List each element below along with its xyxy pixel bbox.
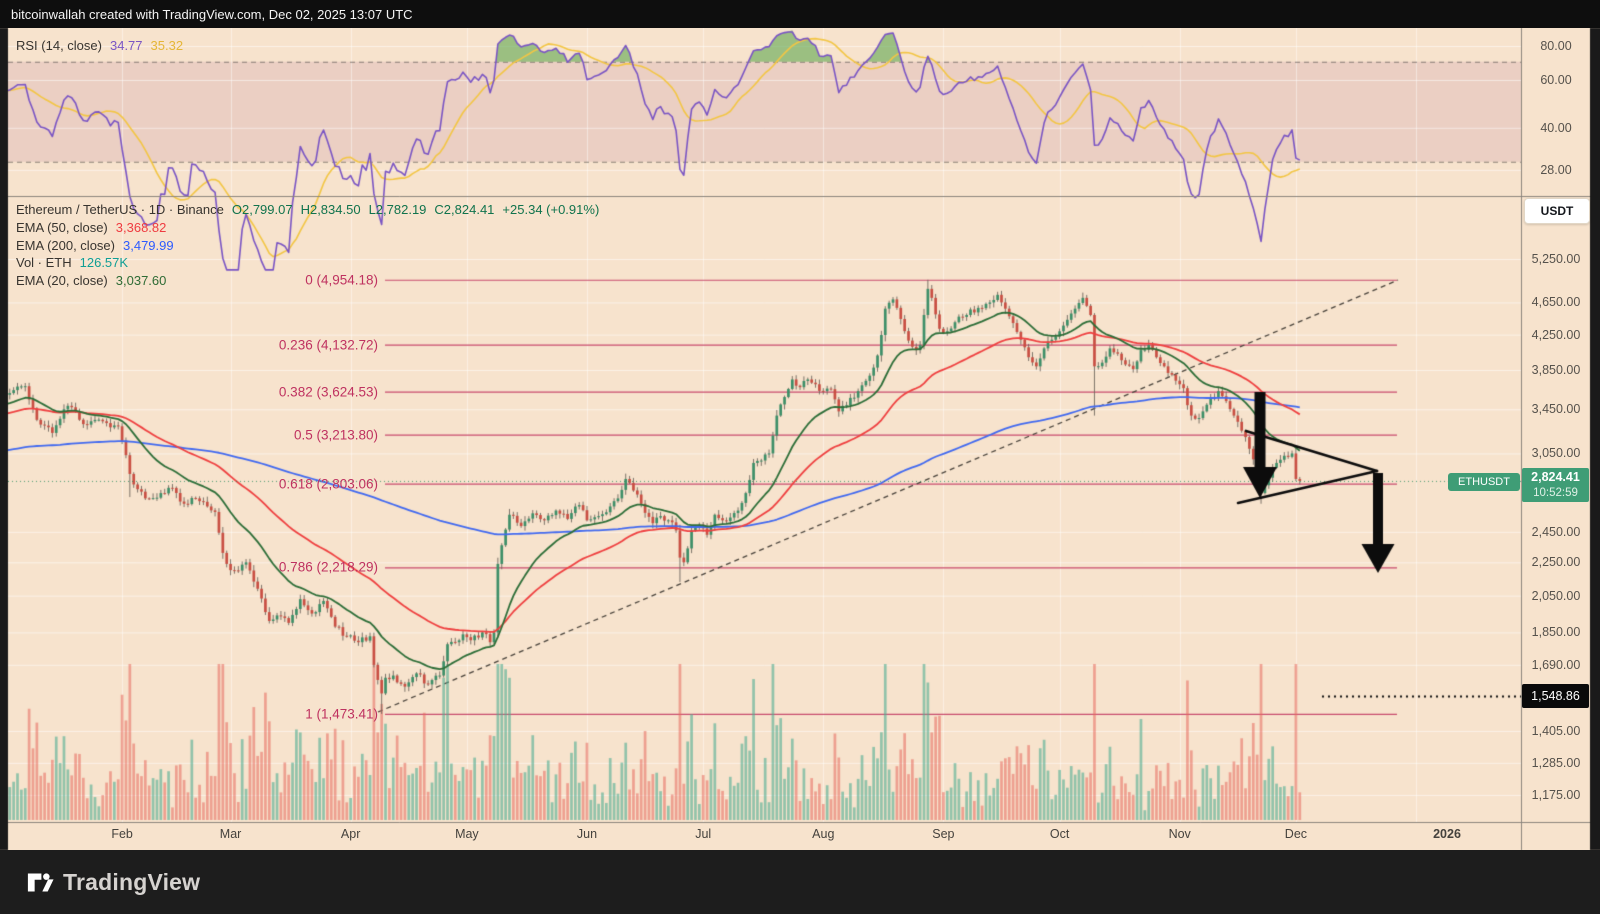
fib-level-label: 0 (4,954.18) (305, 272, 378, 288)
price-axis-tick: 1,175.00 (1531, 787, 1581, 802)
symbol-title: Ethereum / TetherUS · 1D · Binance (16, 202, 224, 217)
price-axis-tick: 1,850.00 (1531, 625, 1581, 640)
price-axis-tick: 2,250.00 (1531, 555, 1581, 570)
time-axis-label: Nov (1168, 827, 1191, 841)
time-axis-label: May (455, 827, 479, 841)
time-axis-label: Dec (1284, 827, 1308, 841)
ema20-legend[interactable]: EMA (20, close) 3,037.60 (16, 273, 166, 288)
last-price-value: 2,824.41 (1531, 470, 1580, 484)
price-axis-tick: 4,650.00 (1531, 295, 1581, 310)
ema20-value: 3,037.60 (115, 273, 167, 288)
target-price-value: 1,548.86 (1531, 689, 1580, 703)
rsi-legend[interactable]: RSI (14, close) 34.77 35.32 (16, 38, 183, 53)
price-axis-tick: 3,450.00 (1531, 402, 1581, 417)
time-axis-label: Feb (111, 827, 133, 841)
price-axis[interactable] (1521, 28, 1590, 822)
attribution-bar: bitcoinwallah created with TradingView.c… (0, 0, 1600, 28)
price-axis-tick: 1,405.00 (1531, 723, 1581, 738)
ema200-legend[interactable]: EMA (200, close) 3,479.99 (16, 238, 174, 253)
tradingview-brand-text[interactable]: TradingView (63, 868, 201, 895)
time-axis-label: Mar (219, 827, 242, 841)
time-axis-label: Jun (576, 827, 598, 841)
fib-level-label: 0.236 (4,132.72) (278, 337, 378, 353)
currency-toggle-label: USDT (1540, 204, 1574, 218)
ohlc-close: C2,824.41 (434, 202, 495, 217)
ohlc-high: H2,834.50 (300, 202, 361, 217)
rsi-legend-label: RSI (14, close) (16, 38, 102, 53)
fib-level-label: 0.382 (3,624.53) (278, 384, 378, 400)
attribution-text: bitcoinwallah created with TradingView.c… (11, 6, 413, 22)
ema200-value: 3,479.99 (123, 238, 174, 253)
time-axis-label: Jul (695, 827, 712, 841)
rsi-axis-tick: 80.00 (1540, 39, 1572, 53)
ohlc-change: +25.34 (+0.91%) (502, 202, 600, 217)
price-axis-tick: 5,250.00 (1531, 252, 1581, 266)
time-axis-label: Aug (812, 827, 835, 841)
fib-level-label: 0.5 (3,213.80) (293, 427, 378, 443)
volume-label: Vol · ETH (16, 255, 72, 270)
time-axis-label: 2026 (1433, 827, 1461, 841)
fib-level-label: 0.618 (2,803.06) (278, 476, 378, 492)
ema50-legend[interactable]: EMA (50, close) 3,368.82 (16, 220, 166, 235)
symbol-price-line-tag: ETHUSDT (1448, 473, 1520, 491)
price-axis-tick: 2,450.00 (1531, 524, 1581, 539)
ema50-label: EMA (50, close) (16, 220, 108, 235)
volume-value: 126.57K (79, 255, 129, 270)
rsi-value: 34.77 (109, 38, 143, 53)
ema50-value: 3,368.82 (115, 220, 167, 235)
ema200-label: EMA (200, close) (16, 238, 115, 253)
volume-legend[interactable]: Vol · ETH 126.57K (16, 255, 128, 270)
currency-toggle-button[interactable]: USDT (1524, 198, 1590, 224)
footer-bar: TradingView (0, 850, 1600, 914)
last-price-badge: 2,824.41 10:52:59 (1522, 468, 1589, 502)
rsi-axis-tick: 28.00 (1540, 162, 1572, 177)
rsi-axis-tick: 60.00 (1540, 72, 1572, 87)
price-axis-tick: 2,050.00 (1531, 588, 1581, 603)
ohlc-low: L2,782.19 (368, 202, 427, 217)
ohlc-open: O2,799.07 (231, 202, 293, 217)
price-axis-tick: 4,250.00 (1531, 327, 1581, 342)
target-price-badge: 1,548.86 (1522, 684, 1589, 708)
fib-level-label: 1 (1,473.41) (305, 706, 378, 722)
price-axis-tick: 1,690.00 (1531, 657, 1581, 672)
time-axis-label: Sep (932, 827, 955, 841)
time-axis-label: Apr (340, 827, 361, 841)
symbol-price-line-tag-label: ETHUSDT (1458, 476, 1510, 488)
rsi-axis-tick: 40.00 (1540, 120, 1572, 135)
bar-countdown: 10:52:59 (1533, 486, 1578, 499)
ema20-label: EMA (20, close) (16, 273, 108, 288)
price-axis-tick: 1,285.00 (1531, 755, 1581, 770)
price-axis-tick: 3,850.00 (1531, 363, 1581, 378)
time-axis-label: Oct (1049, 827, 1070, 841)
rsi-ma-value: 35.32 (150, 38, 184, 53)
tradingview-logo-icon[interactable] (27, 870, 54, 895)
symbol-legend[interactable]: Ethereum / TetherUS · 1D · Binance O2,79… (16, 202, 599, 217)
fib-level-label: 0.786 (2,218.29) (278, 559, 378, 575)
price-axis-tick: 3,050.00 (1531, 446, 1581, 461)
